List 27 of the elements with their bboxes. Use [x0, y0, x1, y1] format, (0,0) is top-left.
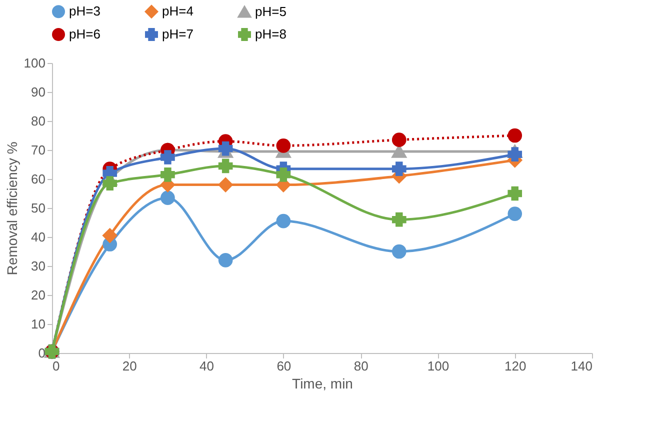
legend-label: pH=4 [162, 4, 194, 19]
x-axis-title: Time, min [292, 376, 353, 392]
x-tick-label: 60 [276, 358, 292, 374]
y-tick-label: 100 [24, 56, 46, 70]
y-tick-label: 40 [31, 230, 46, 244]
legend-label: pH=3 [69, 4, 100, 19]
x-tick-label: 40 [200, 358, 214, 374]
y-axis-title: Removal efficiency % [4, 142, 20, 276]
x-tick-label: 140 [570, 358, 592, 374]
y-tick-label: 90 [31, 84, 46, 100]
x-tick-label: 100 [427, 358, 450, 374]
y-tick-label: 30 [31, 258, 46, 274]
y-tick-label: 20 [31, 288, 46, 302]
y-tick-label: 80 [31, 114, 46, 128]
y-tick-label: 10 [31, 316, 46, 332]
x-tick-label: 20 [122, 358, 137, 374]
legend-label: pH=6 [69, 26, 100, 42]
y-tick-label: 70 [31, 142, 46, 158]
y-tick-label: 0 [38, 346, 46, 360]
legend-label: pH=5 [255, 4, 286, 19]
x-tick-label: 80 [354, 358, 368, 374]
legend-label: pH=7 [162, 26, 194, 42]
legend-label: pH=8 [255, 26, 286, 42]
x-tick-label: 0 [52, 358, 60, 374]
y-tick-label: 50 [31, 200, 46, 216]
x-tick-label: 120 [504, 358, 526, 374]
y-tick-label: 60 [31, 172, 46, 186]
